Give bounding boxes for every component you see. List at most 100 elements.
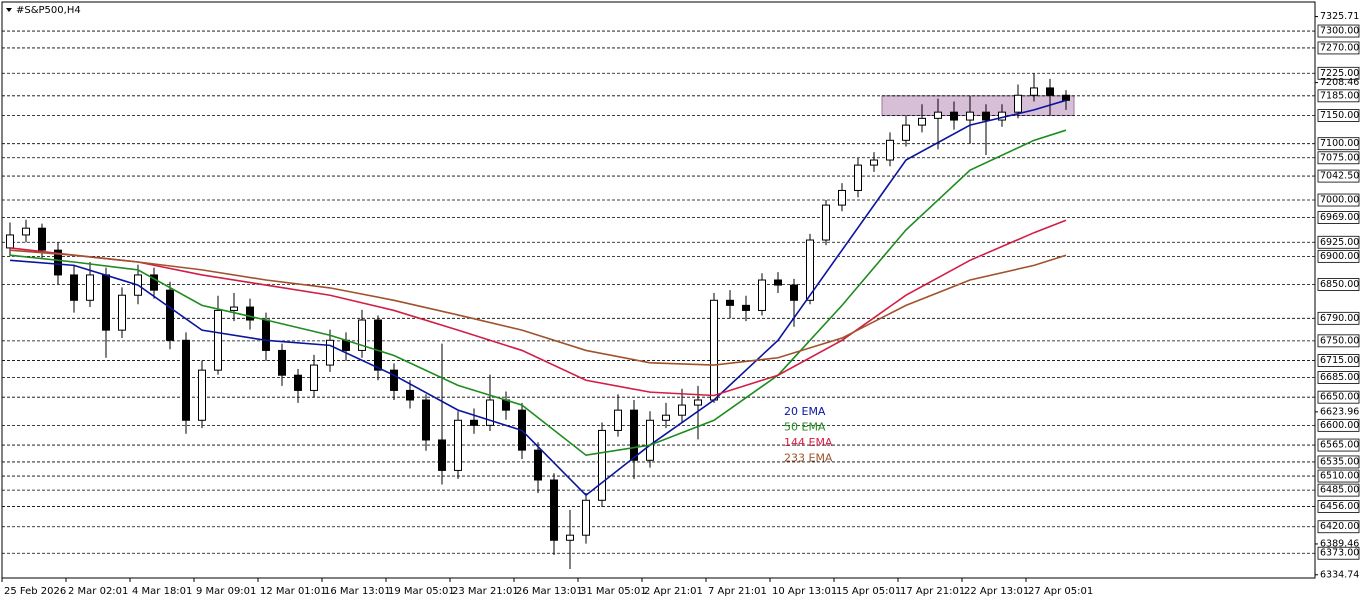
candle-body (278, 349, 286, 376)
candle-body (6, 234, 14, 249)
y-tick-label: 7100.00 (1320, 138, 1359, 149)
plot-frame (1, 1, 1316, 579)
y-tick-label: 6850.00 (1320, 279, 1359, 290)
candle-body (438, 439, 446, 471)
ema-line (9, 219, 1067, 397)
y-tick-label: 6535.00 (1320, 456, 1359, 467)
candle-body (166, 289, 174, 341)
price-label-box (1317, 41, 1360, 55)
candle-body (422, 399, 430, 441)
candle-body (246, 306, 254, 321)
y-tick-label: 6510.00 (1320, 471, 1359, 482)
candle-body (1062, 94, 1070, 101)
candle-body (934, 111, 942, 119)
price-label-box (1317, 211, 1360, 224)
candle-body (70, 274, 78, 301)
candle-body (742, 304, 750, 311)
candle-body (1014, 94, 1022, 113)
x-tick-label: 2 Apr 21:01 (644, 586, 703, 597)
candle-body (86, 274, 94, 301)
price-label-box (1317, 354, 1360, 367)
x-tick-label: 9 Mar 09:01 (196, 586, 256, 597)
price-label-box (1317, 483, 1360, 497)
candle-body (374, 319, 382, 371)
y-tick-label: 6420.00 (1320, 521, 1359, 532)
y-tick-label: 6900.00 (1320, 251, 1359, 262)
price-label-box (1317, 418, 1360, 432)
x-tick-label: 19 Mar 05:01 (388, 586, 455, 597)
candle-body (710, 299, 718, 401)
candle-body (774, 279, 782, 286)
legend-entry: 233 EMA (784, 452, 833, 465)
price-label-box (1317, 137, 1360, 151)
price-label-box (1317, 371, 1360, 384)
price-label-box (1317, 278, 1360, 291)
price-label-box (1317, 334, 1360, 348)
candle-body (358, 319, 366, 351)
candle-body (854, 164, 862, 191)
candle-body (230, 306, 238, 311)
candle-body (790, 284, 798, 301)
candle-body (838, 189, 846, 206)
y-tick-label: 7225.00 (1320, 68, 1359, 79)
y-tick-label: 6750.00 (1320, 335, 1359, 346)
candle-body (598, 429, 606, 501)
candle-body (870, 159, 878, 166)
price-label-box (1317, 311, 1360, 325)
y-tick-label: 6373.00 (1320, 548, 1359, 559)
candle-body (326, 339, 334, 366)
price-label-box (1317, 455, 1360, 469)
x-tick-label: 17 Apr 21:01 (900, 586, 965, 597)
price-label-box (1317, 546, 1360, 560)
candle-body (22, 227, 30, 236)
menu-arrow[interactable] (6, 8, 12, 12)
candle-body (950, 111, 958, 121)
candle-body (758, 279, 766, 311)
ema-line (9, 99, 1067, 497)
y-tick-label: 7150.00 (1320, 110, 1359, 121)
candle-body (694, 399, 702, 406)
candle-body (550, 479, 558, 541)
candle-body (614, 409, 622, 431)
price-label-box (1317, 235, 1360, 249)
x-tick-label: 12 Mar 01:01 (260, 586, 327, 597)
y-tick-label: 6565.00 (1320, 440, 1359, 451)
candle-body (486, 399, 494, 426)
candle-body (294, 374, 302, 391)
candle-body (214, 309, 222, 371)
price-label-box (1317, 89, 1360, 103)
legend-entry: 144 EMA (784, 436, 833, 449)
y-tick-label: 7075.00 (1320, 152, 1359, 163)
x-tick-label: 23 Mar 21:01 (452, 586, 519, 597)
candle-body (534, 449, 542, 481)
price-label-box (1317, 249, 1360, 263)
price-label-box (1317, 500, 1360, 513)
candle-body (902, 124, 910, 141)
price-label-box (1317, 151, 1360, 165)
price-label-box (1317, 438, 1360, 452)
candle-body (646, 419, 654, 461)
zone (881, 95, 1075, 117)
candle-body (966, 111, 974, 121)
candle-body (454, 419, 462, 471)
y-tick-label: 6334.74 (1320, 569, 1359, 580)
x-tick-label: 7 Apr 21:01 (708, 586, 767, 597)
candle-body (118, 294, 126, 331)
price-label-box (1317, 469, 1360, 483)
y-tick-label: 7000.00 (1320, 195, 1359, 206)
candle-body (54, 249, 62, 276)
x-tick-label: 22 Apr 13:01 (964, 586, 1029, 597)
candle-body (150, 274, 158, 291)
price-label-box (1317, 193, 1360, 207)
y-tick-label: 6389.46 (1320, 538, 1359, 549)
y-tick-label: 6623.96 (1320, 406, 1359, 417)
y-tick-label: 7325.71 (1320, 11, 1359, 22)
y-tick-label: 7042.50 (1320, 171, 1359, 182)
candle-body (678, 404, 686, 416)
x-tick-label: 15 Apr 05:01 (836, 586, 901, 597)
candle-body (470, 419, 478, 426)
candle-body (822, 204, 830, 241)
y-tick-label: 7185.00 (1320, 90, 1359, 101)
price-label-box (1317, 109, 1360, 122)
candle-body (182, 339, 190, 421)
